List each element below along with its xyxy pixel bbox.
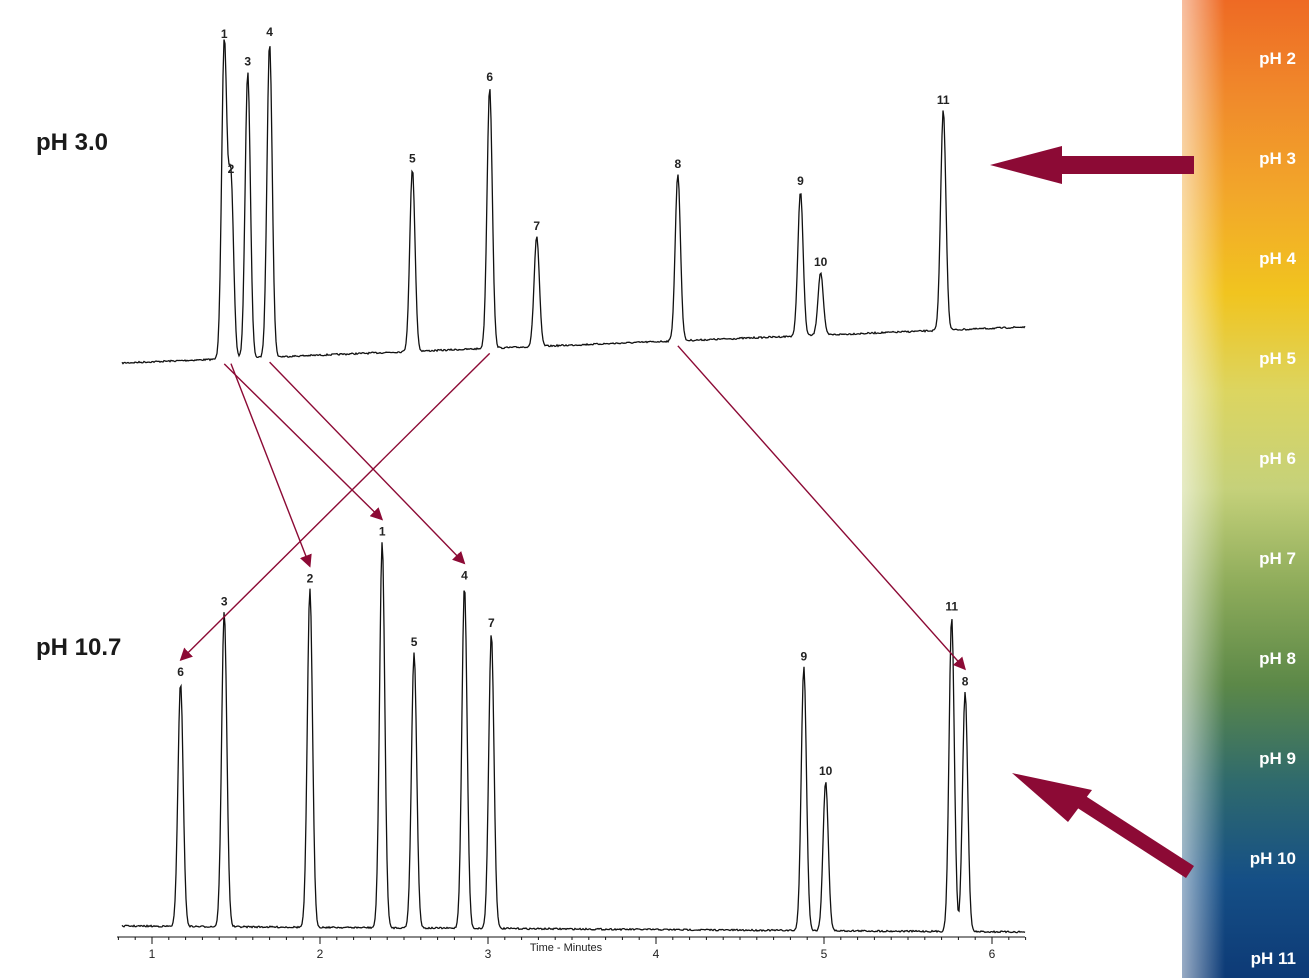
peak-labels-ph10: 6 3 2 1 5 4 7 9 10 11 8 — [177, 525, 969, 778]
peak-label-ph3-5: 5 — [409, 152, 416, 166]
peak-label-ph3-3: 3 — [244, 54, 251, 68]
peak-label-ph3-11: 11 — [937, 93, 950, 107]
peak-label-ph3-1: 1 — [221, 27, 228, 41]
x-axis-title: Time - Minutes — [530, 942, 603, 954]
peak-label-ph3-10: 10 — [814, 255, 828, 269]
x-axis: 1 2 3 4 5 6 — [117, 936, 1027, 961]
ph-scale-label-ph9: pH 9 — [1259, 749, 1296, 768]
peak-label-ph10-11: 11 — [945, 599, 958, 613]
peak-label-ph10-5: 5 — [411, 635, 418, 649]
peak-label-ph3-9: 9 — [797, 174, 804, 188]
x-tick-label: 3 — [485, 947, 492, 961]
ph-scale-label-ph10: pH 10 — [1250, 849, 1296, 868]
ph-scale-label-ph5: pH 5 — [1259, 349, 1296, 368]
peak-label-ph3-6: 6 — [486, 70, 493, 84]
ph-scale-label-ph3: pH 3 — [1259, 149, 1296, 168]
ph-pointer-arrows — [990, 146, 1194, 878]
peak-label-ph3-7: 7 — [533, 219, 540, 233]
shift-arrow-peak-6 — [179, 352, 491, 661]
peak-label-ph10-9: 9 — [800, 650, 807, 664]
peak-label-ph10-6: 6 — [177, 665, 184, 679]
ph-scale-label-ph6: pH 6 — [1259, 449, 1296, 468]
ph-scale-label-ph2: pH 2 — [1259, 49, 1296, 68]
peak-labels-ph3: 1 2 3 4 5 6 7 8 9 10 11 — [221, 25, 950, 269]
ph-scale-labels: pH 2 pH 3 pH 4 pH 5 pH 6 pH 7 pH 8 pH 9 pH 10 pH … — [1250, 49, 1297, 968]
ph-scale-label-ph11: pH 11 — [1251, 949, 1296, 968]
ph-scale-label-ph4: pH 4 — [1259, 249, 1296, 268]
peak-label-ph3-2: 2 — [228, 162, 235, 176]
peak-shift-arrows — [179, 345, 966, 671]
shift-arrow-peak-4 — [269, 361, 466, 565]
trace-ph3 — [121, 39, 1026, 365]
x-tick-label: 1 — [149, 947, 156, 961]
peak-label-ph10-3: 3 — [221, 594, 228, 608]
ph-scale: pH 2 pH 3 pH 4 pH 5 pH 6 pH 7 pH 8 pH 9 pH 10 pH … — [1150, 0, 1309, 978]
ph3-pointer-arrow — [990, 146, 1194, 184]
peak-label-ph10-8: 8 — [962, 674, 969, 688]
shift-arrow-peak-2 — [230, 363, 312, 568]
x-tick-label: 6 — [989, 947, 996, 961]
peak-label-ph3-8: 8 — [674, 157, 681, 171]
peak-label-ph3-4: 4 — [266, 25, 273, 39]
shift-arrow-peak-8 — [677, 345, 966, 671]
peak-label-ph10-7: 7 — [488, 616, 495, 630]
x-tick-label: 4 — [653, 947, 660, 961]
ph-scale-fade — [1150, 0, 1225, 978]
trace-ph10 — [121, 542, 1026, 934]
series-title-ph10: pH 10.7 — [36, 634, 121, 661]
peak-label-ph10-4: 4 — [461, 568, 468, 582]
peak-label-ph10-10: 10 — [819, 764, 833, 778]
x-tick-label: 5 — [821, 947, 828, 961]
ph10-pointer-arrow — [1012, 773, 1194, 878]
peak-label-ph10-1: 1 — [379, 525, 386, 539]
ph-scale-label-ph8: pH 8 — [1259, 649, 1296, 668]
peak-label-ph10-2: 2 — [307, 571, 314, 585]
series-title-ph3: pH 3.0 — [36, 129, 108, 156]
ph-scale-label-ph7: pH 7 — [1259, 549, 1296, 568]
shift-arrow-peak-1 — [223, 363, 384, 521]
x-tick-label: 2 — [317, 947, 324, 961]
